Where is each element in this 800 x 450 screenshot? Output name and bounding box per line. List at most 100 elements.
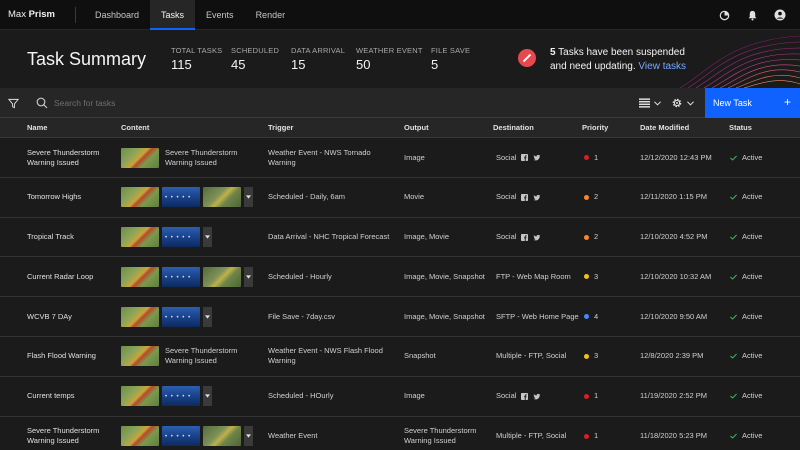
priority-dot: [584, 274, 589, 280]
table-row[interactable]: Current Radar Loop Scheduled - Hourly Im…: [0, 257, 800, 298]
column-header-name[interactable]: Name: [27, 123, 48, 132]
forecast-thumbnail[interactable]: [162, 266, 200, 287]
destination-label: Social: [496, 232, 517, 242]
table-row[interactable]: Current temps Scheduled - HOurly Image S…: [0, 376, 800, 417]
radar-thumbnail[interactable]: [121, 187, 159, 208]
stat-value: 45: [231, 57, 246, 72]
task-trigger: Scheduled - Hourly: [268, 271, 332, 281]
twitter-icon: [533, 154, 541, 161]
radar-thumbnail[interactable]: [121, 266, 159, 287]
stat-label: TOTAL TASKS: [171, 46, 223, 55]
stat-file-save: FILE SAVE 5: [431, 46, 470, 72]
main-nav: Dashboard Tasks Events Render: [84, 0, 296, 30]
map-thumbnail[interactable]: [203, 426, 241, 447]
search-input[interactable]: [54, 94, 354, 112]
task-destination: Multiple - FTP, Social: [496, 417, 581, 450]
task-status: Active: [730, 417, 790, 450]
radar-thumbnail[interactable]: [121, 227, 159, 248]
column-header-content[interactable]: Content: [121, 123, 150, 132]
radar-thumbnail[interactable]: [121, 306, 159, 327]
task-summary-header: Task Summary TOTAL TASKS 115 SCHEDULED 4…: [0, 30, 800, 88]
forecast-thumbnail[interactable]: [162, 187, 200, 208]
forecast-thumbnail[interactable]: [162, 426, 200, 447]
checkmark-icon: [730, 393, 737, 399]
app-brand[interactable]: Max Prism: [8, 0, 55, 30]
tab-events[interactable]: Events: [206, 10, 234, 20]
more-content-dropdown[interactable]: [203, 227, 212, 248]
task-content: [121, 178, 266, 217]
task-status: Active: [730, 178, 790, 217]
forecast-thumbnail[interactable]: [162, 306, 200, 327]
status-label: Active: [742, 232, 763, 242]
task-status: Active: [730, 377, 790, 416]
settings-menu[interactable]: [671, 88, 694, 118]
task-name: WCVB 7 DAy: [27, 311, 72, 321]
column-header-priority[interactable]: Priority: [582, 123, 609, 132]
forecast-thumbnail[interactable]: [162, 386, 200, 407]
priority-dot: [584, 353, 589, 359]
filter-button[interactable]: [0, 88, 26, 118]
more-content-dropdown[interactable]: [244, 187, 253, 208]
more-content-dropdown[interactable]: [244, 426, 253, 447]
task-destination: FTP - Web Map Room: [496, 257, 581, 296]
column-header-status[interactable]: Status: [729, 123, 752, 132]
list-view-icon: [639, 98, 650, 108]
chevron-down-icon: [205, 235, 210, 239]
forecast-thumbnail[interactable]: [162, 227, 200, 248]
notification-bell-icon[interactable]: [738, 0, 766, 30]
task-content: Severe Thunderstorm Warning Issued: [121, 138, 266, 177]
new-task-button[interactable]: New Task +: [705, 88, 800, 118]
task-output: Severe Thunderstorm Warning Issued: [404, 426, 477, 446]
more-content-dropdown[interactable]: [203, 306, 212, 327]
page-title: Task Summary: [27, 49, 147, 69]
column-header-output[interactable]: Output: [404, 123, 429, 132]
task-trigger: Weather Event - NWS Flash Flood Warning: [268, 346, 383, 366]
radar-thumbnail[interactable]: [121, 346, 159, 367]
priority-dot: [584, 314, 589, 320]
table-row[interactable]: Tropical Track Data Arrival - NHC Tropic…: [0, 217, 800, 258]
view-tasks-link[interactable]: View tasks: [638, 61, 687, 72]
column-header-destination[interactable]: Destination: [493, 123, 534, 132]
checkmark-icon: [730, 274, 737, 280]
radar-thumbnail[interactable]: [121, 147, 159, 168]
view-switcher[interactable]: [639, 88, 661, 118]
column-header-date-modified[interactable]: Date Modified: [640, 123, 690, 132]
date-modified: 12/10/2020 4:52 PM: [640, 232, 708, 242]
radar-thumbnail[interactable]: [121, 426, 159, 447]
task-table-header: Name Content Trigger Output Destination …: [0, 118, 800, 138]
tab-dashboard[interactable]: Dashboard: [95, 10, 140, 20]
tab-render[interactable]: Render: [255, 10, 286, 20]
destination-label: Social: [496, 391, 517, 401]
task-status: Active: [730, 138, 790, 177]
task-priority: 3: [584, 257, 636, 296]
activity-icon[interactable]: [710, 0, 738, 30]
table-row[interactable]: WCVB 7 DAy File Save - 7day.csv Image, M…: [0, 297, 800, 337]
more-content-dropdown[interactable]: [203, 386, 212, 407]
map-thumbnail[interactable]: [203, 266, 241, 287]
tab-tasks[interactable]: Tasks: [150, 0, 196, 30]
table-row[interactable]: Flash Flood Warning Severe Thunderstorm …: [0, 336, 800, 377]
chevron-down-icon: [246, 434, 251, 438]
table-row[interactable]: Severe Thunderstorm Warning Issued Sever…: [0, 138, 800, 178]
priority-value: 4: [594, 311, 599, 321]
priority-dot: [584, 234, 589, 240]
date-modified: 11/18/2020 5:23 PM: [640, 431, 707, 441]
status-label: Active: [742, 431, 763, 441]
more-content-dropdown[interactable]: [244, 266, 253, 287]
checkmark-icon: [730, 155, 737, 161]
stat-label: FILE SAVE: [431, 46, 471, 55]
user-avatar-icon[interactable]: [766, 0, 794, 30]
task-status: Active: [730, 257, 790, 296]
facebook-icon: [521, 392, 529, 400]
radar-thumbnail[interactable]: [121, 386, 159, 407]
column-header-trigger[interactable]: Trigger: [268, 123, 294, 132]
priority-dot: [584, 393, 589, 399]
priority-value: 2: [594, 232, 599, 242]
destination-label: SFTP - Web Home Page: [496, 311, 579, 321]
map-thumbnail[interactable]: [203, 187, 241, 208]
table-row[interactable]: Severe Thunderstorm Warning Issued Weath…: [0, 416, 800, 450]
table-row[interactable]: Tomorrow Highs Scheduled - Daily, 6am Mo…: [0, 177, 800, 218]
task-trigger: Scheduled - HOurly: [268, 391, 334, 401]
twitter-icon: [533, 194, 541, 201]
task-name: Severe Thunderstorm Warning Issued: [27, 426, 100, 446]
